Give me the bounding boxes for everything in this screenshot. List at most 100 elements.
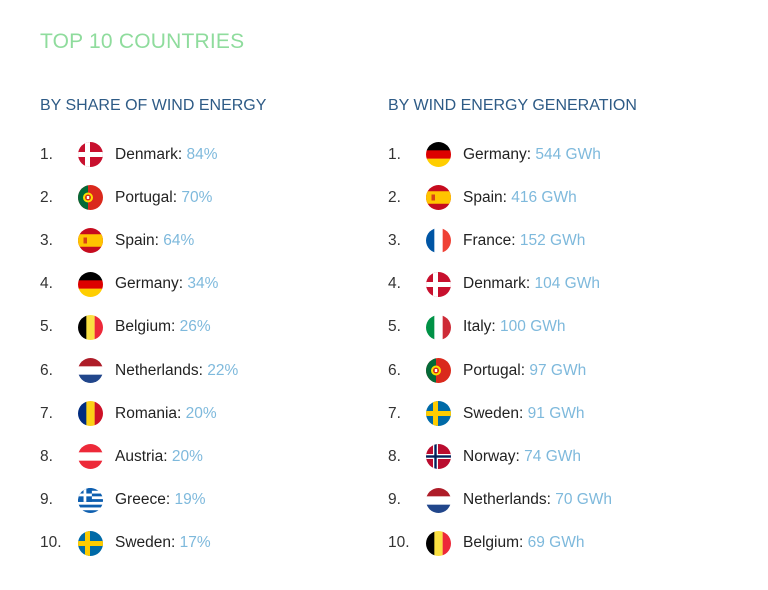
country-value: 69 GWh bbox=[527, 534, 585, 552]
denmark-flag-icon bbox=[426, 271, 451, 297]
netherlands-flag-icon bbox=[426, 487, 451, 513]
germany-flag-icon bbox=[78, 271, 103, 297]
country-name: Spain: bbox=[463, 188, 507, 206]
country-name: Germany: bbox=[463, 145, 532, 163]
norway-flag-icon bbox=[426, 444, 451, 470]
country-name: Denmark: bbox=[463, 275, 531, 293]
country-value: 26% bbox=[179, 318, 211, 336]
share-ranking-list: 1. Denmark: 84% 2. Portugal: 70% 3. Spain: 64… bbox=[40, 133, 380, 565]
country-name: Belgium: bbox=[463, 534, 524, 552]
country-value: 70% bbox=[181, 188, 213, 206]
country-value: 416 GWh bbox=[511, 188, 577, 206]
rank-number: 9. bbox=[40, 491, 53, 509]
list-item: 5. Belgium: 26% bbox=[40, 306, 380, 349]
country-name: Italy: bbox=[463, 318, 496, 336]
country-name: Belgium: bbox=[115, 318, 176, 336]
spain-flag-icon bbox=[426, 185, 451, 211]
rank-number: 7. bbox=[40, 404, 53, 422]
list-item: 2. Portugal: 70% bbox=[40, 176, 380, 219]
list-item: 10. Belgium: 69 GWh bbox=[388, 522, 728, 565]
country-name: Portugal: bbox=[463, 361, 526, 379]
country-name: Portugal: bbox=[115, 188, 178, 206]
sweden-flag-icon bbox=[78, 530, 103, 556]
sweden-flag-icon bbox=[426, 401, 451, 427]
list-item: 9. Greece: 19% bbox=[40, 479, 380, 522]
country-value: 34% bbox=[187, 275, 219, 293]
austria-flag-icon bbox=[78, 444, 103, 470]
rank-number: 5. bbox=[40, 318, 53, 336]
list-item: 5. Italy: 100 GWh bbox=[388, 306, 728, 349]
country-value: 22% bbox=[207, 361, 239, 379]
italy-flag-icon bbox=[426, 314, 451, 340]
country-value: 100 GWh bbox=[500, 318, 566, 336]
country-value: 19% bbox=[174, 491, 206, 509]
country-value: 104 GWh bbox=[534, 275, 600, 293]
list-item: 7. Sweden: 91 GWh bbox=[388, 392, 728, 435]
country-name: Greece: bbox=[115, 491, 171, 509]
greece-flag-icon bbox=[78, 487, 103, 513]
belgium-flag-icon bbox=[426, 530, 451, 556]
country-name: Denmark: bbox=[115, 145, 183, 163]
country-value: 20% bbox=[185, 404, 217, 422]
country-name: Sweden: bbox=[115, 534, 176, 552]
rank-number: 6. bbox=[40, 361, 53, 379]
country-value: 84% bbox=[186, 145, 218, 163]
rank-number: 3. bbox=[388, 231, 401, 249]
list-item: 10. Sweden: 17% bbox=[40, 522, 380, 565]
country-value: 64% bbox=[163, 231, 195, 249]
france-flag-icon bbox=[426, 228, 451, 254]
denmark-flag-icon bbox=[78, 142, 103, 168]
list-item: 8. Norway: 74 GWh bbox=[388, 435, 728, 478]
country-name: Norway: bbox=[463, 447, 520, 465]
country-name: Austria: bbox=[115, 447, 168, 465]
rank-number: 10. bbox=[388, 534, 410, 552]
country-value: 91 GWh bbox=[527, 404, 585, 422]
generation-ranking-list: 1. Germany: 544 GWh 2. Spain: 416 GWh 3. Fran… bbox=[388, 133, 728, 565]
rank-number: 4. bbox=[40, 275, 53, 293]
rank-number: 5. bbox=[388, 318, 401, 336]
list-item: 2. Spain: 416 GWh bbox=[388, 176, 728, 219]
list-item: 9. Netherlands: 70 GWh bbox=[388, 479, 728, 522]
rank-number: 2. bbox=[40, 188, 53, 206]
country-value: 74 GWh bbox=[524, 447, 582, 465]
belgium-flag-icon bbox=[78, 314, 103, 340]
spain-flag-icon bbox=[78, 228, 103, 254]
share-ranking-column: BY SHARE OF WIND ENERGY 1. Denmark: 84% 2.… bbox=[40, 96, 380, 565]
portugal-flag-icon bbox=[426, 358, 451, 384]
romania-flag-icon bbox=[78, 401, 103, 427]
list-item: 3. France: 152 GWh bbox=[388, 219, 728, 262]
rank-number: 8. bbox=[388, 447, 401, 465]
country-name: Sweden: bbox=[463, 404, 524, 422]
rank-number: 3. bbox=[40, 231, 53, 249]
rank-number: 9. bbox=[388, 491, 401, 509]
country-name: Netherlands: bbox=[463, 491, 551, 509]
rank-number: 1. bbox=[388, 145, 401, 163]
country-name: Romania: bbox=[115, 404, 182, 422]
country-value: 70 GWh bbox=[555, 491, 613, 509]
list-item: 6. Netherlands: 22% bbox=[40, 349, 380, 392]
netherlands-flag-icon bbox=[78, 358, 103, 384]
page-title: TOP 10 COUNTRIES bbox=[40, 30, 245, 53]
rank-number: 6. bbox=[388, 361, 401, 379]
generation-ranking-heading: BY WIND ENERGY GENERATION bbox=[388, 97, 637, 114]
country-value: 544 GWh bbox=[535, 145, 601, 163]
list-item: 8. Austria: 20% bbox=[40, 435, 380, 478]
germany-flag-icon bbox=[426, 142, 451, 168]
country-name: Germany: bbox=[115, 275, 184, 293]
list-item: 1. Germany: 544 GWh bbox=[388, 133, 728, 176]
list-item: 3. Spain: 64% bbox=[40, 219, 380, 262]
list-item: 7. Romania: 20% bbox=[40, 392, 380, 435]
country-name: France: bbox=[463, 231, 516, 249]
rank-number: 10. bbox=[40, 534, 62, 552]
rank-number: 7. bbox=[388, 404, 401, 422]
country-name: Spain: bbox=[115, 231, 159, 249]
share-ranking-heading: BY SHARE OF WIND ENERGY bbox=[40, 97, 267, 114]
rank-number: 2. bbox=[388, 188, 401, 206]
country-name: Netherlands: bbox=[115, 361, 203, 379]
list-item: 1. Denmark: 84% bbox=[40, 133, 380, 176]
rank-number: 4. bbox=[388, 275, 401, 293]
portugal-flag-icon bbox=[78, 185, 103, 211]
country-value: 97 GWh bbox=[529, 361, 587, 379]
country-value: 152 GWh bbox=[519, 231, 586, 249]
